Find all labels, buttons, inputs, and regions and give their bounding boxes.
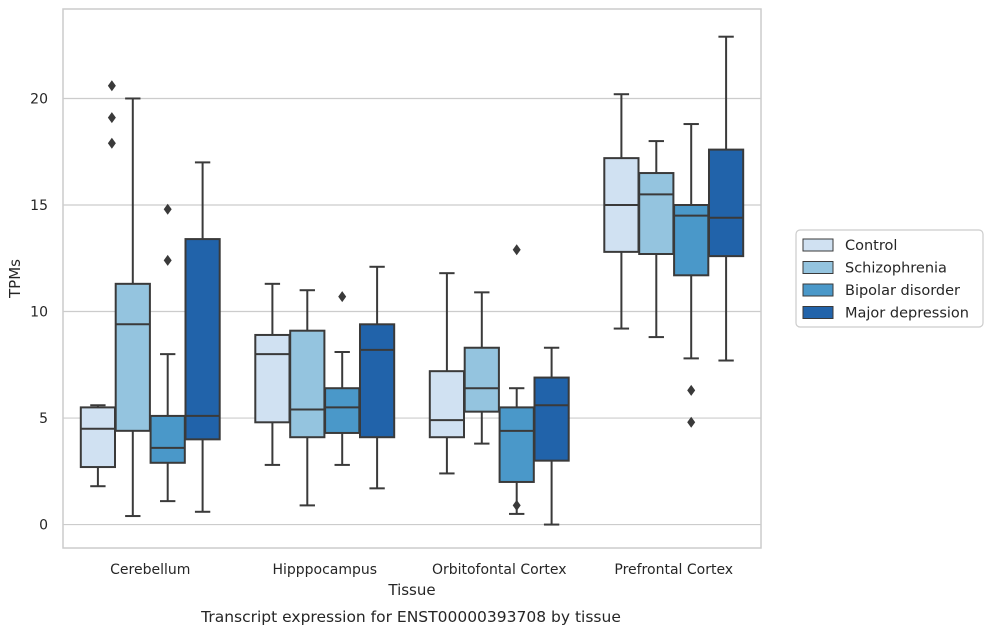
box-prefrontal-cortex-control bbox=[603, 93, 640, 330]
box-iqr bbox=[533, 376, 570, 462]
box-prefrontal-cortex-bipolar-disorder bbox=[673, 123, 710, 428]
legend-label-bipolar-disorder: Bipolar disorder bbox=[845, 283, 960, 299]
legend-swatch-major-depression bbox=[802, 306, 834, 319]
box-prefrontal-cortex-major-depression bbox=[707, 35, 745, 362]
box-orbitofontal-cortex-control bbox=[428, 272, 466, 475]
x-tick-label-prefrontal-cortex: Prefrontal Cortex bbox=[614, 562, 733, 578]
box-groups bbox=[79, 35, 745, 526]
legend-label-schizophrenia: Schizophrenia bbox=[845, 261, 947, 277]
outlier-point bbox=[338, 291, 347, 303]
box-cerebellum-major-depression bbox=[184, 161, 221, 513]
extra-outliers-cerebellum bbox=[107, 80, 116, 149]
outlier-point bbox=[163, 203, 172, 215]
y-tick-label-20: 20 bbox=[30, 91, 48, 107]
y-tick-label-15: 15 bbox=[30, 198, 48, 214]
x-axis-ticks: Cerebellum Hipppocampus Orbitofontal Corte… bbox=[110, 562, 733, 578]
outlier-point bbox=[512, 244, 521, 256]
box-iqr bbox=[707, 148, 745, 258]
box-iqr bbox=[254, 333, 291, 424]
outlier-point bbox=[687, 416, 696, 428]
legend-swatch-bipolar-disorder bbox=[802, 283, 834, 297]
x-axis-label: Tissue bbox=[387, 581, 435, 599]
box-orbitofontal-cortex-schizophrenia bbox=[463, 291, 500, 445]
outlier-point bbox=[163, 254, 172, 266]
plot-frame bbox=[62, 8, 762, 549]
box-cerebellum-control bbox=[79, 404, 117, 488]
box-hipppocampus-control bbox=[254, 282, 291, 466]
box-iqr bbox=[114, 282, 151, 432]
x-tick-label-hipppocampus: Hipppocampus bbox=[272, 562, 377, 578]
box-iqr bbox=[149, 414, 186, 464]
legend: Control Schizophrenia Bipolar disorder Majo… bbox=[795, 229, 984, 328]
legend-label-control: Control bbox=[845, 238, 897, 254]
box-orbitofontal-cortex-major-depression bbox=[533, 346, 570, 526]
box-iqr bbox=[463, 346, 500, 413]
box-iqr bbox=[428, 370, 466, 439]
box-iqr bbox=[358, 323, 396, 439]
box-hipppocampus-bipolar-disorder bbox=[324, 291, 361, 466]
y-axis-label: TPMs bbox=[6, 259, 24, 299]
legend-swatch-schizophrenia bbox=[802, 261, 834, 274]
y-axis-ticks: 0 5 10 15 20 bbox=[30, 91, 48, 533]
chart-caption: Transcript expression for ENST0000039370… bbox=[200, 608, 621, 626]
outlier-point bbox=[512, 499, 521, 511]
outlier-point bbox=[107, 80, 116, 92]
y-tick-label-0: 0 bbox=[39, 518, 48, 534]
box-iqr bbox=[79, 406, 117, 469]
box-cerebellum-schizophrenia bbox=[114, 97, 151, 518]
outlier-point bbox=[107, 137, 116, 149]
box-iqr bbox=[184, 238, 221, 441]
x-tick-label-cerebellum: Cerebellum bbox=[110, 562, 190, 578]
box-hipppocampus-major-depression bbox=[358, 265, 396, 490]
x-tick-label-orbitofontal-cortex: Orbitofontal Cortex bbox=[432, 562, 567, 578]
box-iqr bbox=[289, 329, 326, 439]
outlier-point bbox=[687, 384, 696, 396]
box-iqr bbox=[638, 172, 675, 255]
legend-frame bbox=[795, 229, 984, 328]
box-iqr bbox=[498, 406, 535, 483]
y-tick-label-10: 10 bbox=[30, 305, 48, 321]
box-iqr bbox=[324, 387, 361, 434]
legend-swatch-control bbox=[802, 238, 834, 252]
outlier-point bbox=[107, 112, 116, 124]
legend-label-major-depression: Major depression bbox=[845, 306, 969, 322]
box-cerebellum-bipolar-disorder bbox=[149, 203, 186, 503]
y-tick-label-5: 5 bbox=[39, 411, 48, 427]
box-prefrontal-cortex-schizophrenia bbox=[638, 140, 675, 339]
box-orbitofontal-cortex-bipolar-disorder bbox=[498, 244, 535, 515]
box-hipppocampus-schizophrenia bbox=[289, 289, 326, 507]
